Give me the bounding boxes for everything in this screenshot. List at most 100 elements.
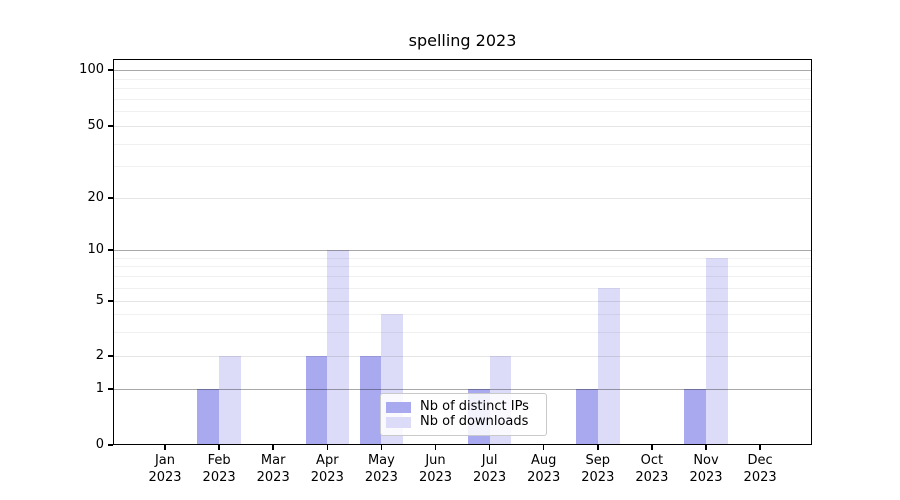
x-tick-label-line: Feb — [207, 453, 231, 468]
gridline-minor — [113, 266, 812, 268]
legend-label-distinct-ips: Nb of distinct IPs — [420, 399, 529, 414]
y-tick-mark — [108, 197, 113, 199]
x-tick-label-mar: Mar 2023 — [241, 452, 305, 486]
bar-distinct-ips-sep — [576, 389, 598, 445]
gridline-minor — [113, 166, 812, 168]
y-tick-label: 2 — [95, 348, 104, 363]
gridline-minor — [113, 276, 812, 278]
gridline-mid — [113, 301, 812, 302]
y-tick-label: 0 — [95, 437, 104, 452]
x-tick-label-oct: Oct 2023 — [620, 452, 684, 486]
x-tick-label-line: 2023 — [256, 470, 290, 485]
gridline-minor — [113, 111, 812, 113]
chart-title: spelling 2023 — [408, 31, 517, 50]
x-tick-label-line: Jun — [425, 453, 446, 468]
gridline-minor — [113, 98, 812, 100]
x-tick-label-nov: Nov 2023 — [674, 452, 738, 486]
bar-distinct-ips-feb — [197, 389, 220, 445]
gridline-minor — [113, 88, 812, 90]
x-tick-label-line: 2023 — [581, 470, 615, 485]
x-tick-label-line: 2023 — [689, 470, 723, 485]
x-tick-mark — [488, 445, 491, 450]
x-tick-label-line: 2023 — [473, 470, 507, 485]
x-tick-label-line: Oct — [640, 453, 664, 468]
x-tick-label-jun: Jun 2023 — [404, 452, 468, 486]
x-tick-mark — [218, 445, 220, 450]
x-tick-mark — [651, 445, 653, 450]
x-tick-mark — [597, 445, 599, 450]
y-tick-label: 100 — [79, 62, 104, 77]
x-tick-label-line: Nov — [693, 453, 719, 468]
x-tick-label-line: 2023 — [148, 470, 182, 485]
bar-distinct-ips-may — [359, 356, 382, 445]
y-tick-mark — [108, 388, 113, 390]
gridline-mid — [113, 356, 812, 357]
gridline-major — [113, 389, 812, 390]
y-tick-label: 20 — [87, 190, 104, 205]
x-tick-label-line: Apr — [316, 453, 339, 468]
x-tick-label-line: 2023 — [310, 470, 344, 485]
x-tick-label-line: 2023 — [635, 470, 669, 485]
legend-label-downloads: Nb of downloads — [420, 414, 529, 429]
gridline-minor — [113, 287, 812, 289]
gridline-major — [113, 250, 812, 251]
y-tick-mark — [108, 69, 113, 71]
x-tick-mark — [542, 445, 545, 450]
gridline-mid — [113, 198, 812, 199]
legend-row-downloads: Nb of downloads — [386, 415, 538, 429]
x-tick-mark — [272, 445, 274, 450]
x-tick-mark — [164, 445, 166, 450]
gridline-minor — [113, 331, 812, 333]
bar-downloads-nov — [706, 257, 728, 445]
x-tick-label-line: Jul — [481, 453, 498, 468]
y-tick-mark — [108, 444, 113, 446]
x-tick-label-line: 2023 — [527, 470, 561, 485]
x-tick-label-line: 2023 — [364, 470, 398, 485]
y-tick-label: 10 — [87, 242, 104, 257]
gridline-minor — [113, 257, 812, 259]
x-tick-label-dec: Dec 2023 — [728, 452, 792, 486]
legend-swatch-downloads — [386, 416, 411, 428]
legend: Nb of distinct IPs Nb of downloads — [380, 393, 547, 436]
x-tick-label-line: 2023 — [743, 470, 777, 485]
gridline-mid — [113, 126, 812, 127]
legend-row-distinct-ips: Nb of distinct IPs — [386, 400, 538, 414]
x-tick-label-line: Mar — [260, 453, 286, 468]
bar-downloads-apr — [327, 250, 350, 445]
y-tick-mark — [108, 249, 113, 251]
bar-distinct-ips-apr — [305, 356, 328, 445]
y-tick-label: 50 — [87, 118, 104, 133]
x-tick-label-jan: Jan 2023 — [133, 452, 197, 486]
gridline-minor — [113, 314, 812, 316]
x-tick-label-line: Aug — [530, 453, 557, 468]
x-tick-mark — [380, 445, 383, 450]
x-tick-label-aug: Aug 2023 — [512, 452, 576, 486]
x-tick-label-line: Sep — [585, 453, 611, 468]
y-tick-mark — [108, 355, 113, 357]
x-tick-label-apr: Apr 2023 — [295, 452, 359, 486]
gridline-minor — [113, 143, 812, 145]
gridline-major — [113, 70, 812, 71]
y-tick-label: 5 — [95, 293, 104, 308]
x-tick-mark — [705, 445, 707, 450]
x-tick-mark — [434, 445, 437, 450]
x-tick-label-line: Dec — [747, 453, 773, 468]
bar-distinct-ips-nov — [684, 389, 706, 445]
bar-downloads-sep — [597, 287, 620, 445]
y-tick-mark — [108, 300, 113, 302]
x-tick-label-jul: Jul 2023 — [458, 452, 522, 486]
x-tick-label-feb: Feb 2023 — [187, 452, 251, 486]
bar-downloads-feb — [219, 356, 241, 445]
legend-swatch-distinct-ips — [386, 401, 411, 413]
gridline-minor — [113, 78, 812, 80]
x-tick-label-may: May 2023 — [349, 452, 413, 486]
x-tick-mark — [759, 445, 761, 450]
y-tick-label: 1 — [95, 381, 104, 396]
x-tick-mark — [326, 445, 329, 450]
x-tick-label-sep: Sep 2023 — [566, 452, 630, 486]
x-tick-label-line: 2023 — [202, 470, 236, 485]
y-tick-mark — [108, 125, 113, 127]
x-tick-label-line: May — [367, 453, 395, 468]
x-tick-label-line: Jan — [154, 453, 176, 468]
